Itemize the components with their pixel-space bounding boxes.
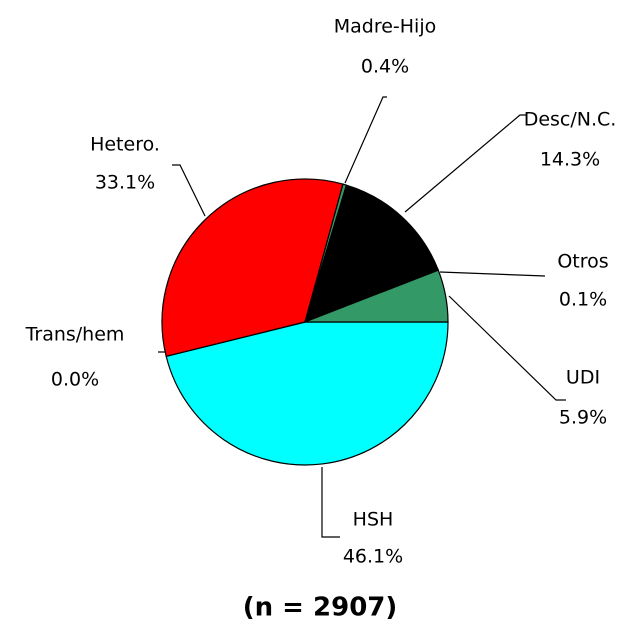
slice-label: Madre-Hijo	[334, 16, 437, 38]
slice-label: Desc/N.C.	[524, 109, 617, 131]
leader-line	[404, 114, 526, 213]
value-label: 33.1%	[95, 172, 155, 194]
leader-line	[172, 164, 206, 217]
slice-label: Trans/hem	[25, 324, 125, 346]
pie-slice	[165, 321, 449, 466]
leader-line	[439, 271, 546, 277]
leader-line	[344, 96, 387, 184]
pie-slice	[161, 178, 344, 358]
value-label: 46.1%	[343, 546, 403, 568]
leader-line	[321, 467, 340, 538]
value-label: 0.4%	[361, 56, 409, 78]
slice-label: HSH	[353, 509, 394, 531]
leader-line	[448, 295, 566, 401]
pie-slice	[304, 269, 449, 323]
value-label: 0.0%	[51, 369, 99, 391]
slice-label: UDI	[566, 367, 600, 389]
value-label: 5.9%	[559, 407, 607, 429]
chart-title: (n = 2907)	[243, 593, 398, 623]
value-label: 14.3%	[540, 149, 600, 171]
value-label: 0.1%	[559, 289, 607, 311]
slice-label: Hetero.	[90, 134, 160, 156]
slice-label: Otros	[557, 251, 608, 273]
pie-slice	[304, 184, 439, 324]
